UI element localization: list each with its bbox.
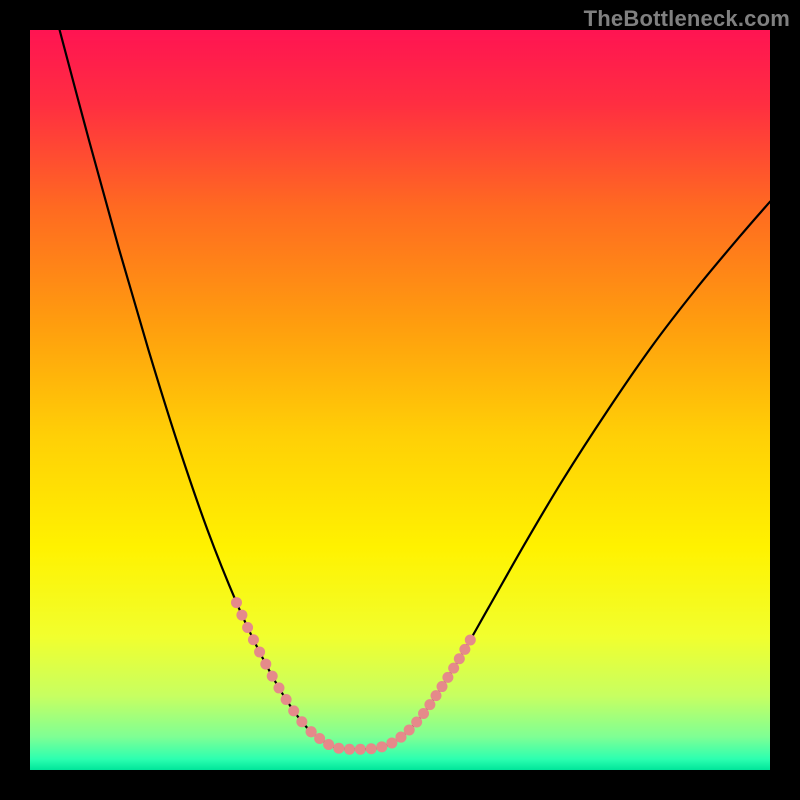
highlight-dot xyxy=(366,743,377,754)
highlight-dot xyxy=(424,699,435,710)
highlight-dot xyxy=(355,744,366,755)
highlight-dot xyxy=(411,717,422,728)
highlight-dot xyxy=(260,659,271,670)
chart-stage: TheBottleneck.com xyxy=(0,0,800,800)
highlight-dot xyxy=(465,634,476,645)
highlight-dot xyxy=(288,705,299,716)
highlight-dot xyxy=(442,672,453,683)
highlight-dot xyxy=(242,622,253,633)
highlight-dot xyxy=(254,646,265,657)
highlight-dot xyxy=(431,690,442,701)
highlight-dot xyxy=(418,708,429,719)
highlight-dot xyxy=(281,694,292,705)
highlight-dot xyxy=(448,663,459,674)
watermark-text: TheBottleneck.com xyxy=(584,6,790,32)
highlight-dot xyxy=(344,744,355,755)
highlight-dot xyxy=(267,671,278,682)
highlight-dot xyxy=(323,739,334,750)
highlight-dot xyxy=(386,737,397,748)
chart-svg xyxy=(0,0,800,800)
highlight-dot xyxy=(236,610,247,621)
highlight-dot xyxy=(459,644,470,655)
highlight-dot xyxy=(437,681,448,692)
highlight-dot xyxy=(273,682,284,693)
highlight-dot xyxy=(314,733,325,744)
highlight-dot xyxy=(248,634,259,645)
highlight-dot xyxy=(296,716,307,727)
highlight-dot xyxy=(376,741,387,752)
highlight-dot xyxy=(231,597,242,608)
highlight-dot xyxy=(333,743,344,754)
highlight-dot xyxy=(454,653,465,664)
plot-gradient-rect xyxy=(30,30,770,770)
